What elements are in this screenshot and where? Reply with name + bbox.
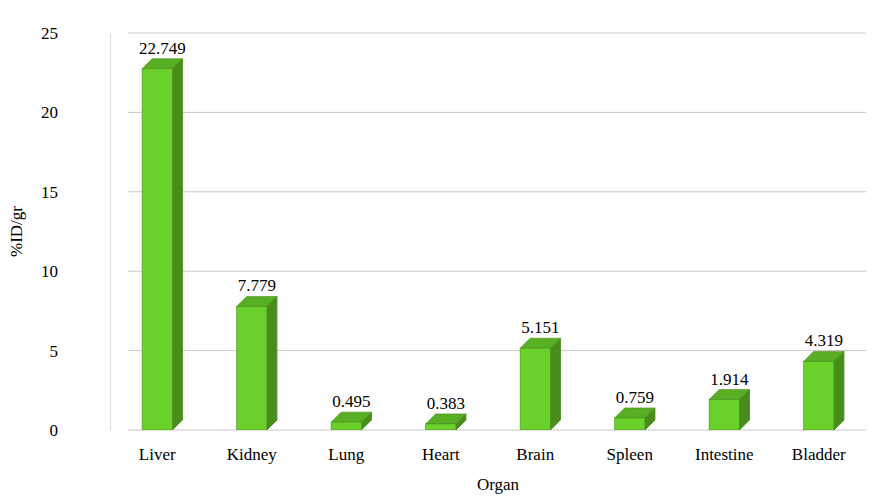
grid-line [128,112,866,113]
bar [520,348,550,430]
x-tick-label: Liver [139,445,176,464]
x-tick: Brain [516,430,554,464]
x-tick: Spleen [607,430,654,464]
bar-top [709,390,749,400]
data-label: 0.495 [332,392,370,411]
x-tick: Liver [139,430,176,464]
y-tick: 25 [41,24,110,43]
bar [237,306,267,430]
x-tick: Intestine [695,430,754,464]
data-label: 0.759 [616,388,654,407]
x-axis-line [111,430,867,431]
y-tick: 20 [41,103,110,122]
bar-top [331,412,371,422]
y-tick-label: 25 [41,24,58,43]
data-label: 0.383 [427,394,465,413]
y-axis-line [110,34,111,431]
y-tick: 0 [50,421,111,440]
bar-top [426,414,466,424]
bar-3d [520,338,560,430]
x-axis: Liver Kidney Lung Heart Brain Spleen Intestine… [111,430,867,464]
bar-3d [237,296,277,430]
x-tick-label: Kidney [227,445,278,464]
x-tick-label: Heart [422,445,460,464]
bar [331,422,361,430]
bar-side [834,351,844,430]
x-tick-label: Spleen [607,445,654,464]
grid-line [128,191,866,192]
bar-3d [709,390,749,430]
data-label: 7.779 [238,276,276,295]
data-label: 22.749 [139,39,186,58]
bar-3d [615,408,655,430]
bar-top [237,296,277,306]
y-tick: 5 [50,342,111,361]
bar-side [172,59,182,430]
bar-top [142,59,182,69]
y-tick-label: 5 [50,342,59,361]
x-tick: Bladder [792,430,846,464]
x-axis-title: Organ [477,475,520,494]
y-tick: 15 [41,183,110,202]
y-tick-label: 15 [41,183,58,202]
bar-top [520,338,560,348]
x-tick: Heart [422,430,460,464]
y-axis-title: %ID/gr [7,206,26,257]
data-label: 4.319 [805,331,843,350]
x-tick-label: Bladder [792,445,846,464]
bar-3d [331,412,371,430]
bar-3d [426,414,466,430]
bar [709,400,739,430]
x-tick-label: Brain [516,445,554,464]
y-axis: 0 5 10 15 20 25 [41,24,111,440]
bar-side [267,296,277,430]
bar [615,418,645,430]
data-label: 5.151 [521,318,559,337]
bar [804,361,834,430]
data-label: 1.914 [710,370,749,389]
chart: 0 5 10 15 20 25 Liver Kidney Lung Heart Brain Splee… [0,0,886,496]
x-tick-label: Lung [328,445,364,464]
x-tick: Kidney [227,430,278,464]
grid-line [128,33,866,34]
bar [426,424,456,430]
x-tick: Lung [328,430,364,464]
bar-top [804,351,844,361]
x-tick-label: Intestine [695,445,754,464]
bars [142,59,844,430]
data-labels: 22.749 7.779 0.495 0.383 5.151 0.759 1.914 4.31… [139,39,843,413]
bar-3d [142,59,182,430]
bar-side [550,338,560,430]
grid-line [128,271,866,272]
bar-top [615,408,655,418]
y-tick-label: 20 [41,103,58,122]
y-tick: 10 [41,262,110,281]
y-tick-label: 10 [41,262,58,281]
bar-3d [804,351,844,430]
bar [142,69,172,430]
y-tick-label: 0 [50,421,59,440]
grid [128,33,866,430]
